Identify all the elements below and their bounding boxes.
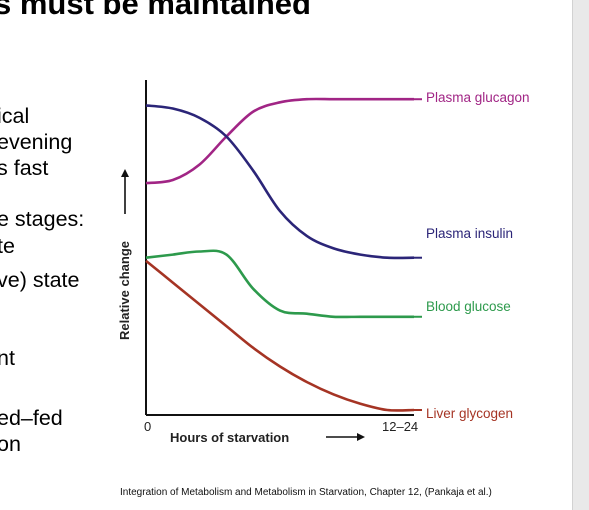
bullet-line-2: evening <box>0 130 73 154</box>
series-label-plasma-insulin: Plasma insulin <box>426 226 513 241</box>
series-line-blood-glucose <box>145 249 414 319</box>
bullet-line-7: nt <box>0 346 15 370</box>
bullet-line-6: ve) state <box>0 268 80 292</box>
bullet-line-9: on <box>0 432 21 456</box>
series-label-plasma-glucagon: Plasma glucagon <box>426 90 530 105</box>
y-axis-title: Relative change <box>117 241 132 340</box>
series-line-plasma-glucagon <box>145 97 414 185</box>
bullet-line-8: ed–fed <box>0 406 63 430</box>
series-line-liver-glycogen <box>145 259 415 412</box>
scrollbar-track[interactable] <box>572 0 589 510</box>
citation: Integration of Metabolism and Metabolism… <box>120 487 492 498</box>
series-group <box>145 97 422 412</box>
x-tick-start: 0 <box>144 419 151 434</box>
slide-title: s must be maintained <box>0 0 311 21</box>
series-line-plasma-insulin <box>145 104 415 260</box>
x-tick-end: 12–24 <box>382 419 418 434</box>
bullet-line-1: ical <box>0 104 30 128</box>
bullet-line-4: e stages: <box>0 207 85 231</box>
bullet-line-3: s fast <box>0 156 49 180</box>
x-axis-title: Hours of starvation <box>170 430 289 445</box>
bullet-line-5: te <box>0 234 15 258</box>
series-label-liver-glycogen: Liver glycogen <box>426 406 513 421</box>
series-label-blood-glucose: Blood glucose <box>426 299 511 314</box>
